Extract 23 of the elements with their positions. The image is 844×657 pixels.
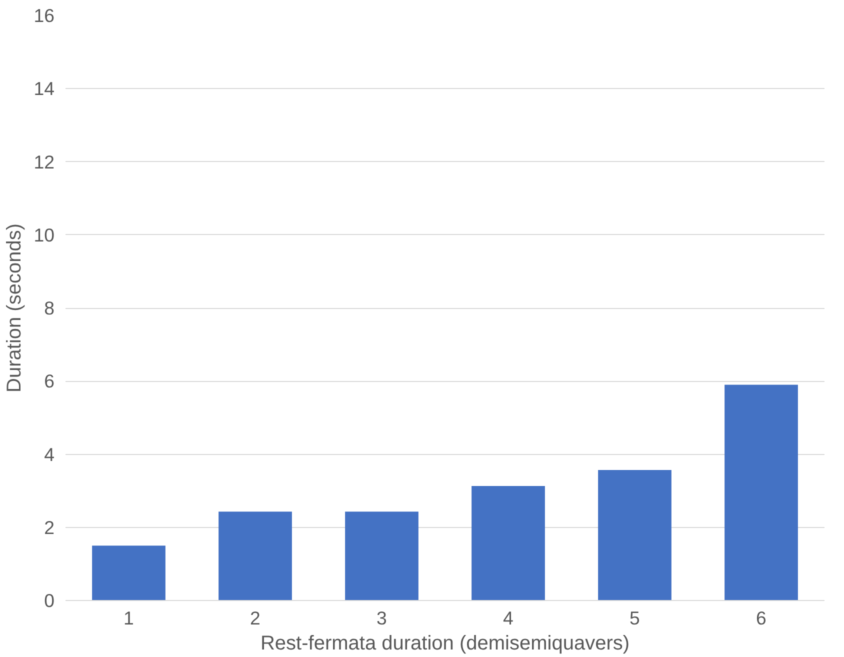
y-tick-label: 8 xyxy=(44,298,55,318)
x-tick-label: 4 xyxy=(503,608,514,628)
bar xyxy=(218,512,292,600)
x-tick-label: 5 xyxy=(630,608,640,628)
x-tick-label: 1 xyxy=(124,608,134,628)
y-tick-label: 4 xyxy=(44,444,55,465)
y-tick-label: 0 xyxy=(44,590,55,611)
x-tick-label: 6 xyxy=(756,608,766,628)
y-tick-label: 12 xyxy=(34,151,55,172)
x-tick-label: 2 xyxy=(250,608,260,628)
bar xyxy=(92,546,166,600)
y-tick-label: 16 xyxy=(34,5,55,26)
bar xyxy=(345,512,418,600)
y-tick-label: 10 xyxy=(34,224,55,246)
y-axis-title: Duration (seconds) xyxy=(4,224,26,392)
bar xyxy=(724,384,798,600)
bar xyxy=(472,486,545,600)
x-tick-label: 3 xyxy=(376,608,387,628)
x-axis-title: Rest-fermata duration (demisemiquavers) xyxy=(260,632,630,654)
y-tick-label: 2 xyxy=(44,516,55,538)
y-tick-label: 6 xyxy=(44,370,55,392)
y-tick-label: 14 xyxy=(34,78,55,100)
bar xyxy=(598,470,672,600)
